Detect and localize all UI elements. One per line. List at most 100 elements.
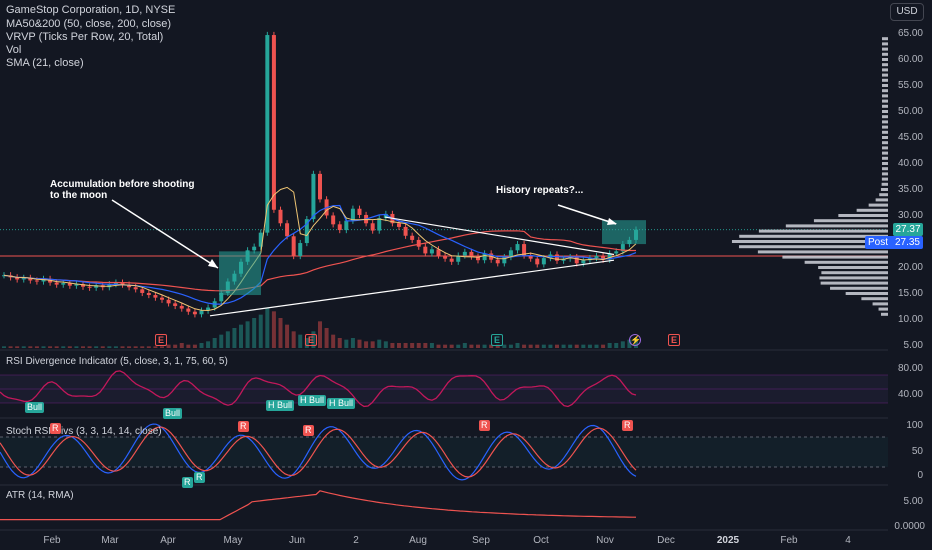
annotation-line-1: Accumulation before shooting [50,179,195,190]
stoch-bear-badge: R [238,421,249,432]
split-event-icon[interactable]: ⚡ [629,334,642,346]
volume-bar [561,344,566,348]
post-price: 27.35 [894,237,920,248]
volume-profile-bar [881,151,888,155]
candle-body [74,284,79,286]
volume-bar [587,344,592,348]
vrvp-indicator-label[interactable]: VRVP (Ticks Per Row, 20, Total) [6,31,164,43]
candle-body [140,289,145,293]
volume-bar [258,314,263,348]
time-axis-label: May [223,535,243,546]
volume-bar [350,338,355,348]
candle-body [298,243,303,257]
time-axis-label: 4 [845,535,851,546]
price-axis-label: 50.00 [897,106,923,117]
volume-indicator-label[interactable]: Vol [6,44,22,56]
candle-body [206,307,211,311]
candle-body [153,295,158,298]
candle-body [594,256,599,259]
volume-profile-bar [882,146,888,150]
trendline-upper [384,216,615,256]
candle-body [252,246,257,251]
candle-body [528,255,533,259]
candle-body [54,282,59,285]
volume-bar [199,343,204,348]
volume-bar [192,344,197,348]
earnings-event-icon[interactable]: E [305,334,317,346]
candle-body [133,287,138,290]
candle-body [186,308,191,312]
volume-bar [120,346,125,348]
price-axis-label: 55.00 [897,80,923,91]
volume-bar [555,344,559,348]
candle-body [219,292,224,302]
candle-body [502,257,507,264]
volume-profile-bar [785,224,888,228]
volume-profile-bar [882,104,888,108]
rsi-pane-title[interactable]: RSI Divergence Indicator (5, close, 3, 1… [6,356,228,367]
volume-bar [581,344,586,348]
volume-bar [225,331,230,348]
candle-body [397,223,401,227]
candle-body [179,305,184,309]
volume-bar [364,341,369,348]
time-axis-label: Jun [288,535,306,546]
stoch-pane-title[interactable]: Stoch RSI Divs (3, 3, 14, 14, close) [6,426,162,437]
candle-body [614,251,619,254]
ma-indicator-label[interactable]: MA50&200 (50, close, 200, close) [6,18,172,30]
sma-indicator-label[interactable]: SMA (21, close) [6,57,84,69]
volume-bar [219,334,224,348]
candle-body [331,215,336,225]
volume-bar [311,331,316,348]
candle-body [541,258,546,265]
stoch-bear-badge: R [622,420,633,431]
candle-body [41,278,46,282]
atr-axis-0: 0.0000 [894,521,925,532]
volume-bar [528,344,533,348]
price-axis-label: 40.00 [897,158,923,169]
volume-profile-bar [819,276,888,280]
stoch-bear-badge: R [479,420,490,431]
volume-bar [113,346,118,348]
post-label: Post [868,237,889,248]
volume-bar [370,341,375,348]
candle-body [607,253,612,260]
rsi-bull-badge: Bull [25,402,45,413]
ma200-line [3,230,636,292]
earnings-event-icon[interactable]: E [668,334,680,346]
volume-profile-bar [882,84,888,87]
volume-bar [522,344,527,348]
candle-body [462,251,467,256]
volume-profile-bar [821,271,888,275]
time-axis-label: Apr [160,535,176,546]
earnings-event-icon[interactable]: E [155,334,167,346]
candle-body [581,260,586,264]
volume-profile-bar [882,120,888,124]
volume-bar [28,346,33,348]
annotation-line-2: to the moon [50,190,108,201]
volume-bar [179,343,184,348]
volume-bar [173,344,178,348]
dividend-event-icon[interactable]: E [491,334,503,346]
symbol-title[interactable]: GameStop Corporation, 1D, NYSE [6,4,176,16]
atr-pane-title[interactable]: ATR (14, RMA) [6,490,74,501]
volume-profile-bar [838,214,888,217]
stoch-bear-badge: R [303,425,314,436]
volume-profile-bar [820,281,888,285]
volume-profile-bar [882,89,888,93]
volume-bar [304,338,309,348]
volume-profile-bar [881,172,888,176]
candle-body [285,223,290,237]
currency-button[interactable]: USD [890,3,924,21]
candle-body [258,232,263,247]
volume-profile-bar [881,167,888,171]
candle-body [28,277,33,281]
volume-bar [541,344,546,348]
price-axis-label: 20.00 [897,262,923,273]
volume-bar [48,346,53,348]
stoch-bull-badge: R [182,477,193,488]
rsi-bull-badge: Bull [163,408,183,419]
annotation-arrow [111,199,219,269]
volume-bar [127,346,132,348]
